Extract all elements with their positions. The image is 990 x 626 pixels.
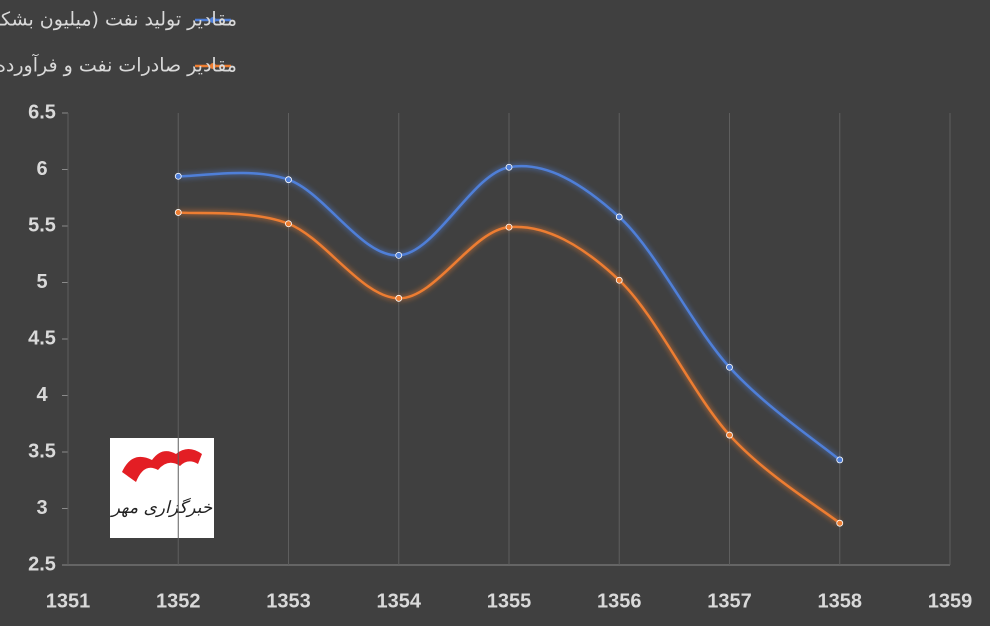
y-tick-label: 4.5 <box>28 327 56 349</box>
legend-label: مقادیر تولید نفت (میلیون بشکه در روز) <box>0 9 237 31</box>
y-tick-label: 3 <box>36 497 47 519</box>
x-tick-label: 1357 <box>707 590 752 612</box>
legend-label: مقادیر صادرات نفت و فرآورده‌های آن (میلی… <box>0 53 237 77</box>
point <box>285 220 292 228</box>
legend-marker <box>210 17 216 23</box>
y-tick-label: 3.5 <box>28 440 56 462</box>
point <box>395 294 403 302</box>
x-tick-label: 1356 <box>597 590 642 612</box>
point <box>726 363 733 371</box>
logo: خبرگزاری مهر <box>110 438 214 538</box>
y-tick-label: 5.5 <box>28 214 56 236</box>
logo-mark <box>122 449 202 482</box>
legend-marker <box>210 63 216 69</box>
point <box>836 456 844 464</box>
point <box>836 519 844 527</box>
point <box>726 431 733 439</box>
point <box>615 276 623 284</box>
x-tick-label: 1354 <box>377 590 422 612</box>
point <box>174 209 182 216</box>
y-tick-label: 6 <box>36 158 47 180</box>
point <box>395 251 403 259</box>
y-tick-label: 4 <box>36 384 48 406</box>
logo-text: خبرگزاری مهر <box>110 497 213 518</box>
x-tick-label: 1355 <box>487 590 532 612</box>
x-tick-label: 1352 <box>156 590 201 612</box>
x-tick-label: 1358 <box>818 590 863 612</box>
y-tick-label: 6.5 <box>28 101 56 123</box>
y-tick-label: 2.5 <box>28 553 56 575</box>
x-tick-label: 1351 <box>46 590 91 612</box>
point <box>505 163 513 171</box>
y-tick-label: 5 <box>36 271 47 293</box>
x-tick-label: 1359 <box>928 590 973 612</box>
point <box>285 176 292 184</box>
point <box>615 213 623 221</box>
point <box>505 223 513 231</box>
x-tick-label: 1353 <box>266 590 311 612</box>
point <box>174 172 182 180</box>
